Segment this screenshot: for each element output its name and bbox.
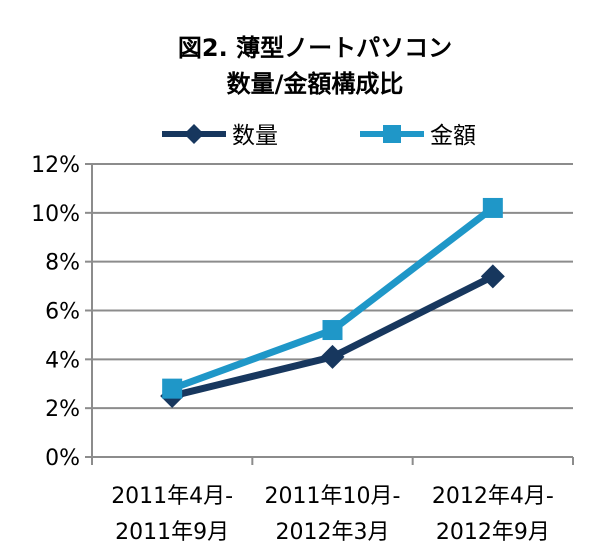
series [160,197,505,408]
y-tick-label: 0% [45,446,80,471]
y-tick-label: 8% [45,251,80,276]
legend: 数量 金額 [162,123,476,149]
y-tick-label: 10% [31,202,80,227]
legend-item-quantity: 数量 [162,123,278,149]
legend-item-amount: 金額 [360,123,476,149]
x-tick-label: 2011年9月 [115,520,229,545]
x-tick-label: 2012年4月- [432,484,554,509]
legend-label-amount: 金額 [430,123,476,149]
x-axis-tick-labels: 2011年4月- 2011年9月 2011年10月- 2012年3月 2012年4月- 2… [111,484,554,545]
data-point [322,320,343,341]
y-tick-label: 6% [45,300,80,325]
data-point [482,197,503,218]
x-tick-label: 2011年4月- [111,484,233,509]
legend-marker-amount [383,125,401,143]
data-point [320,344,345,369]
axes [85,163,574,465]
y-tick-label: 4% [45,348,80,373]
data-point [480,264,505,289]
chart-title-line-1: 図2. 薄型ノートパソコン [178,34,452,62]
chart-title-line-2: 数量/金額構成比 [227,70,404,98]
x-tick-label: 2012年3月 [276,520,390,545]
chart-title: 図2. 薄型ノートパソコン 数量/金額構成比 [178,34,452,98]
data-point [162,378,183,399]
legend-marker-quantity [184,124,204,144]
legend-label-quantity: 数量 [232,123,278,149]
gridlines [92,163,573,410]
y-tick-label: 2% [45,397,80,422]
y-axis-tick-labels: 0% 2% 4% 6% 8% 10% 12% [31,153,80,471]
y-tick-label: 12% [31,153,80,178]
x-tick-label: 2011年10月- [265,484,401,509]
x-tick-label: 2012年9月 [436,520,550,545]
